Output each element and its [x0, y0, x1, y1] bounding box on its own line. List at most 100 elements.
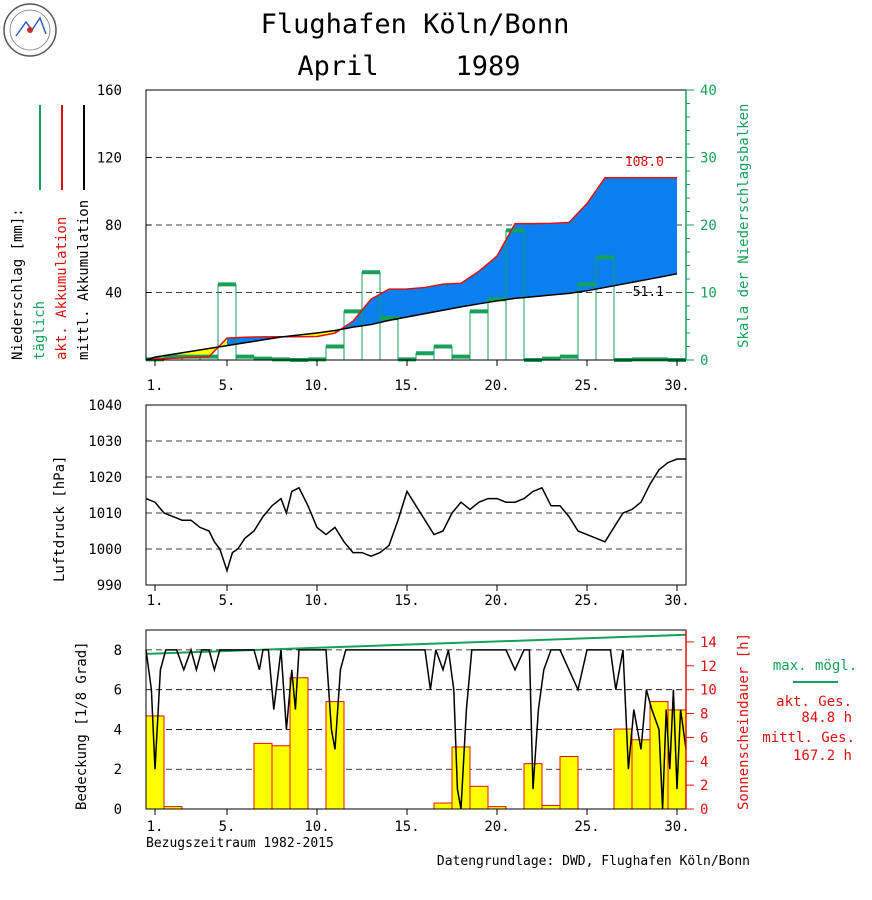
legend-actual-value: 84.8 h [801, 710, 852, 726]
cloud-gridlines [146, 649, 686, 770]
cloud-sunshine-panel: 8 6 4 2 0 14 12 10 8 6 4 2 0 1. 5. 10. 15. 20. 25. 30. Bede… [74, 629, 752, 835]
plot-frame [145, 404, 687, 586]
precip-accum-lines [145, 177, 678, 361]
y-tick-label-left: 2 [114, 762, 122, 778]
pressure-gridlines [146, 440, 686, 550]
precip-actual-total-label: 108.0 [625, 155, 664, 170]
precip-ylabel-actual: akt. Akkumulation [54, 217, 70, 360]
daily-precip-bar [487, 298, 507, 361]
legend-actual-label: akt. Ges. [776, 694, 852, 710]
y-tick-label-left: 0 [114, 802, 122, 818]
sunshine-bar [631, 739, 651, 810]
sunshine-bar [289, 677, 309, 810]
y-tick-label-right: 12 [700, 659, 717, 675]
x-tick-label: 20. [484, 593, 509, 609]
y-tick-label-right: 0 [700, 353, 708, 369]
y-tick-label-right: 20 [700, 218, 717, 234]
chart-month: April [297, 51, 378, 82]
data-source: Datengrundlage: DWD, Flughafen Köln/Bonn [437, 854, 750, 869]
y-tick-label: 1020 [88, 470, 122, 486]
y-tick-label: 1010 [88, 506, 122, 522]
x-tick-label: 5. [219, 819, 236, 835]
x-tick-label: 5. [219, 378, 236, 394]
daily-precip-bar [577, 283, 597, 361]
daily-precip-bar [217, 283, 237, 361]
precip-areas [146, 177, 677, 360]
x-tick-label: 15. [394, 819, 419, 835]
surplus-area [623, 177, 641, 285]
chart-year: 1989 [455, 51, 520, 82]
x-tick-label: 15. [394, 378, 419, 394]
precip-ylabel-right: Skala der Niederschlagsbalken [736, 104, 752, 348]
y-tick-label-right: 10 [700, 286, 717, 302]
pressure-line [145, 458, 686, 574]
logo-seal-icon [3, 3, 57, 57]
legend-mean-label: mittl. Ges. [762, 730, 855, 746]
reference-period: Bezugszeitraum 1982-2015 [146, 836, 334, 851]
surplus-area [605, 177, 623, 288]
x-tick-label: 30. [664, 378, 689, 394]
surplus-area [641, 177, 659, 281]
precip-mean-total-label: 51.1 [633, 285, 664, 300]
sunshine-bar [325, 701, 345, 810]
y-tick-label-left: 6 [114, 683, 122, 699]
sunshine-bar [559, 755, 579, 810]
x-tick-label: 1. [147, 378, 164, 394]
pressure-tick-labels: 1040 1030 1020 1010 1000 990 1. 5. 10. 15. 20. 25. 3… [88, 398, 689, 609]
surplus-area [443, 283, 461, 311]
sunshine-bar [541, 804, 561, 810]
y-tick-label-left: 8 [114, 643, 122, 659]
mean-accum-line [145, 273, 678, 361]
pressure-panel: 1040 1030 1020 1010 1000 990 1. 5. 10. 15. 20. 25. 3… [52, 398, 690, 609]
daily-precip-bar [469, 310, 489, 361]
x-tick-label: 15. [394, 593, 419, 609]
legend-mean-value: 167.2 h [793, 748, 852, 764]
y-tick-label-right: 4 [700, 754, 708, 770]
x-tick-label: 25. [574, 378, 599, 394]
pressure-ylabel: Luftdruck [hPa] [52, 456, 68, 582]
sunshine-ylabel: Sonnenscheindauer [h] [736, 633, 752, 810]
precip-left-labels: Niederschlag [mm]: täglich akt. Akkumula… [10, 105, 92, 360]
pressure-axes [145, 404, 687, 586]
y-tick-label-left: 120 [97, 151, 122, 167]
sunshine-bar [469, 785, 489, 810]
y-tick-label-left: 4 [114, 722, 122, 738]
y-tick-label: 1000 [88, 542, 122, 558]
plot-frame [145, 629, 687, 810]
cloud-tick-labels: 8 6 4 2 0 14 12 10 8 6 4 2 0 1. 5. 10. 15. 20. 25. 30. [114, 635, 717, 835]
sunshine-bar [271, 745, 291, 810]
y-tick-label-left: 160 [97, 83, 122, 99]
x-tick-label: 30. [664, 593, 689, 609]
sunshine-legend: max. mögl. akt. Ges. 84.8 h mittl. Ges. … [762, 658, 857, 764]
sunshine-bars [145, 677, 687, 810]
surplus-area [569, 203, 587, 294]
surplus-area [461, 271, 479, 307]
sunshine-bar [253, 742, 273, 810]
x-tick-label: 25. [574, 819, 599, 835]
x-tick-label: 30. [664, 819, 689, 835]
surplus-area [425, 284, 443, 314]
actual-accum-line [145, 177, 677, 361]
x-tick-label: 10. [304, 819, 329, 835]
y-tick-label-right: 14 [700, 635, 717, 651]
surplus-area [551, 222, 569, 296]
y-tick-label-right: 2 [700, 778, 708, 794]
surplus-area [389, 288, 407, 321]
daily-precip-bar [325, 346, 345, 361]
y-tick-label: 990 [97, 578, 122, 594]
cloud-cover-line [145, 647, 687, 810]
x-tick-label: 20. [484, 819, 509, 835]
precip-ylabel-mean: mittl. Akkumulation [76, 200, 92, 360]
x-tick-label: 10. [304, 378, 329, 394]
x-tick-label: 25. [574, 593, 599, 609]
y-tick-label-left: 80 [105, 218, 122, 234]
surplus-area [587, 177, 605, 291]
y-tick-label-right: 10 [700, 683, 717, 699]
y-tick-label-right: 0 [700, 802, 708, 818]
cloud-ylabel: Bedeckung [1/8 Grad] [74, 641, 90, 810]
max-possible-line [145, 633, 687, 655]
x-tick-label: 10. [304, 593, 329, 609]
legend-max-label: max. mögl. [773, 658, 857, 674]
x-tick-label: 20. [484, 378, 509, 394]
